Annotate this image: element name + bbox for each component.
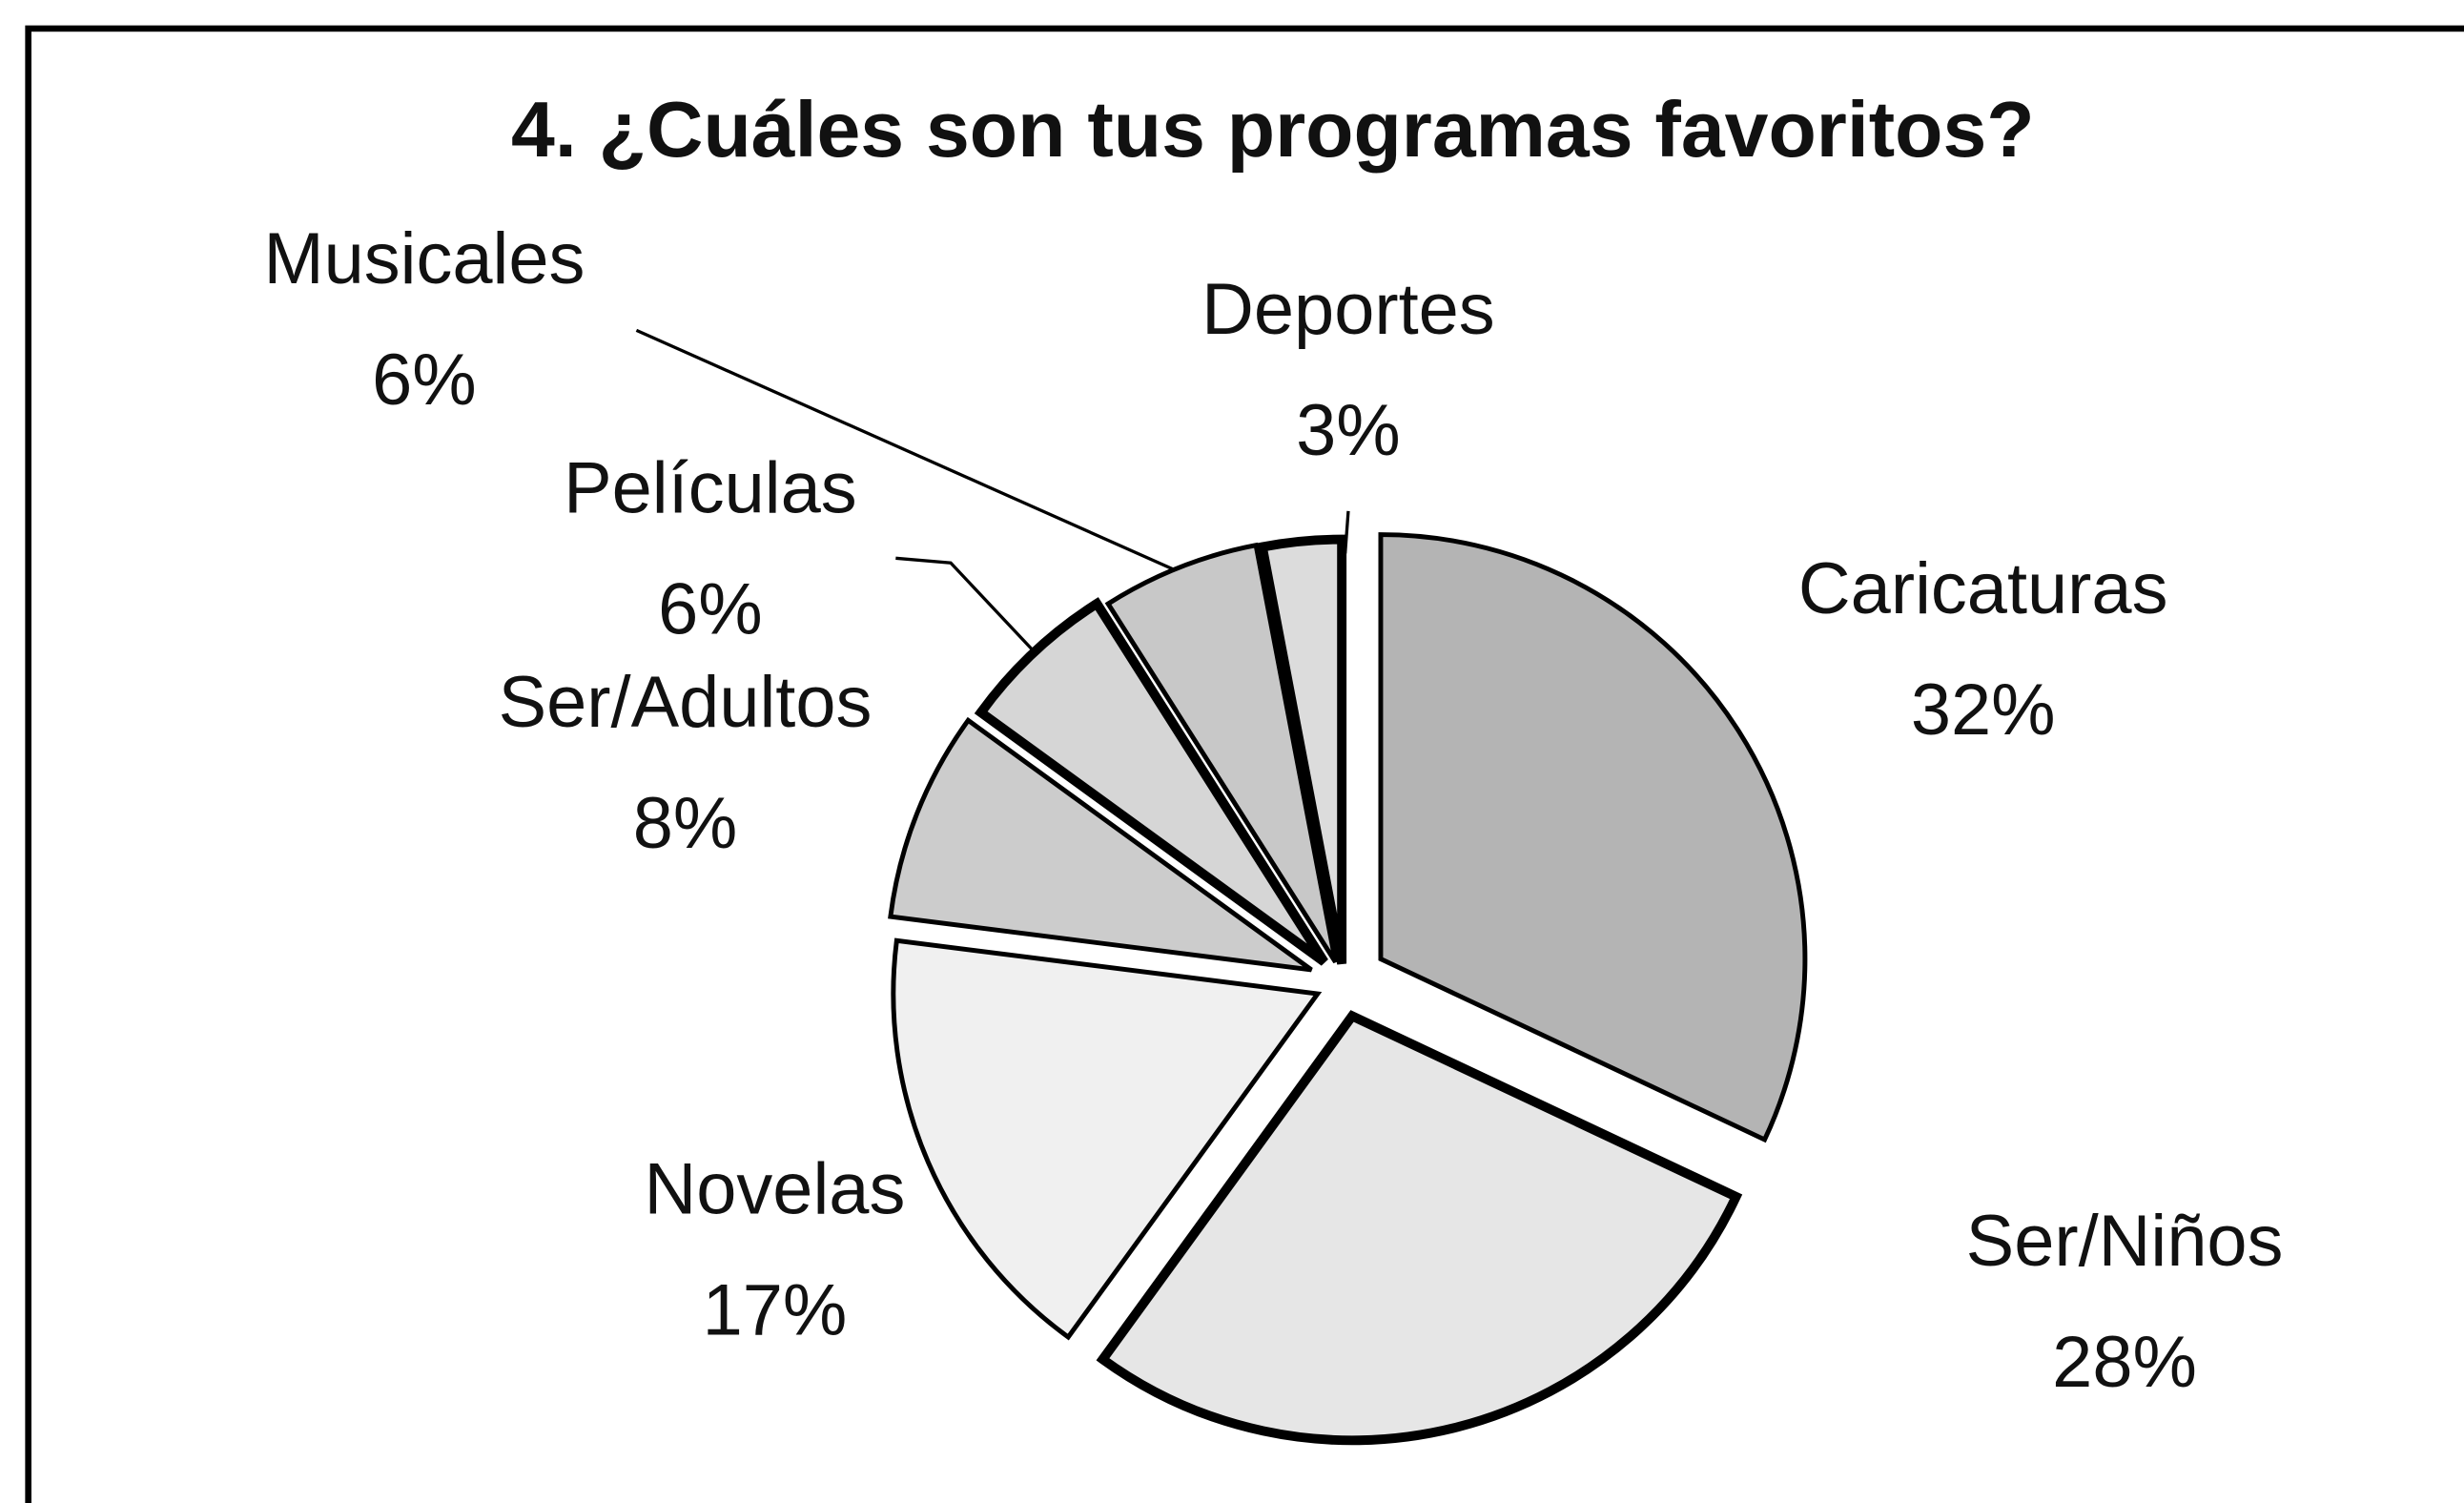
slice-label: Musicales: [263, 218, 585, 299]
slice-value-label: 17%: [703, 1270, 848, 1351]
pie-slice: [1256, 534, 1347, 965]
slice-value-label: 6%: [658, 569, 763, 650]
pie-slice: [1104, 542, 1338, 964]
slice-label: Novelas: [645, 1149, 906, 1230]
slice-label: Deportes: [1201, 269, 1495, 350]
pie-slice: [891, 937, 1323, 1341]
leader-line: [635, 328, 1196, 581]
pie-slice: [974, 597, 1328, 966]
slice-value-label: 6%: [372, 340, 477, 421]
slice-value-label: 28%: [2052, 1322, 2197, 1403]
slice-label: Películas: [564, 448, 857, 529]
pie-slice: [1096, 1010, 1743, 1446]
slice-label: Ser/Niños: [1966, 1201, 2284, 1282]
slice-value-label: 8%: [633, 783, 738, 864]
leader-line: [895, 556, 1052, 669]
chart-title: 4. ¿Cuáles son tus programas favoritos?: [511, 86, 2035, 174]
pie-slice: [888, 716, 1313, 973]
slice-label: Caricaturas: [1798, 548, 2168, 629]
pie-slice: [1378, 532, 1808, 1143]
slice-label: Ser/Adultos: [499, 662, 873, 743]
slice-value-label: 3%: [1296, 390, 1401, 471]
slice-value-label: 32%: [1911, 669, 2056, 751]
